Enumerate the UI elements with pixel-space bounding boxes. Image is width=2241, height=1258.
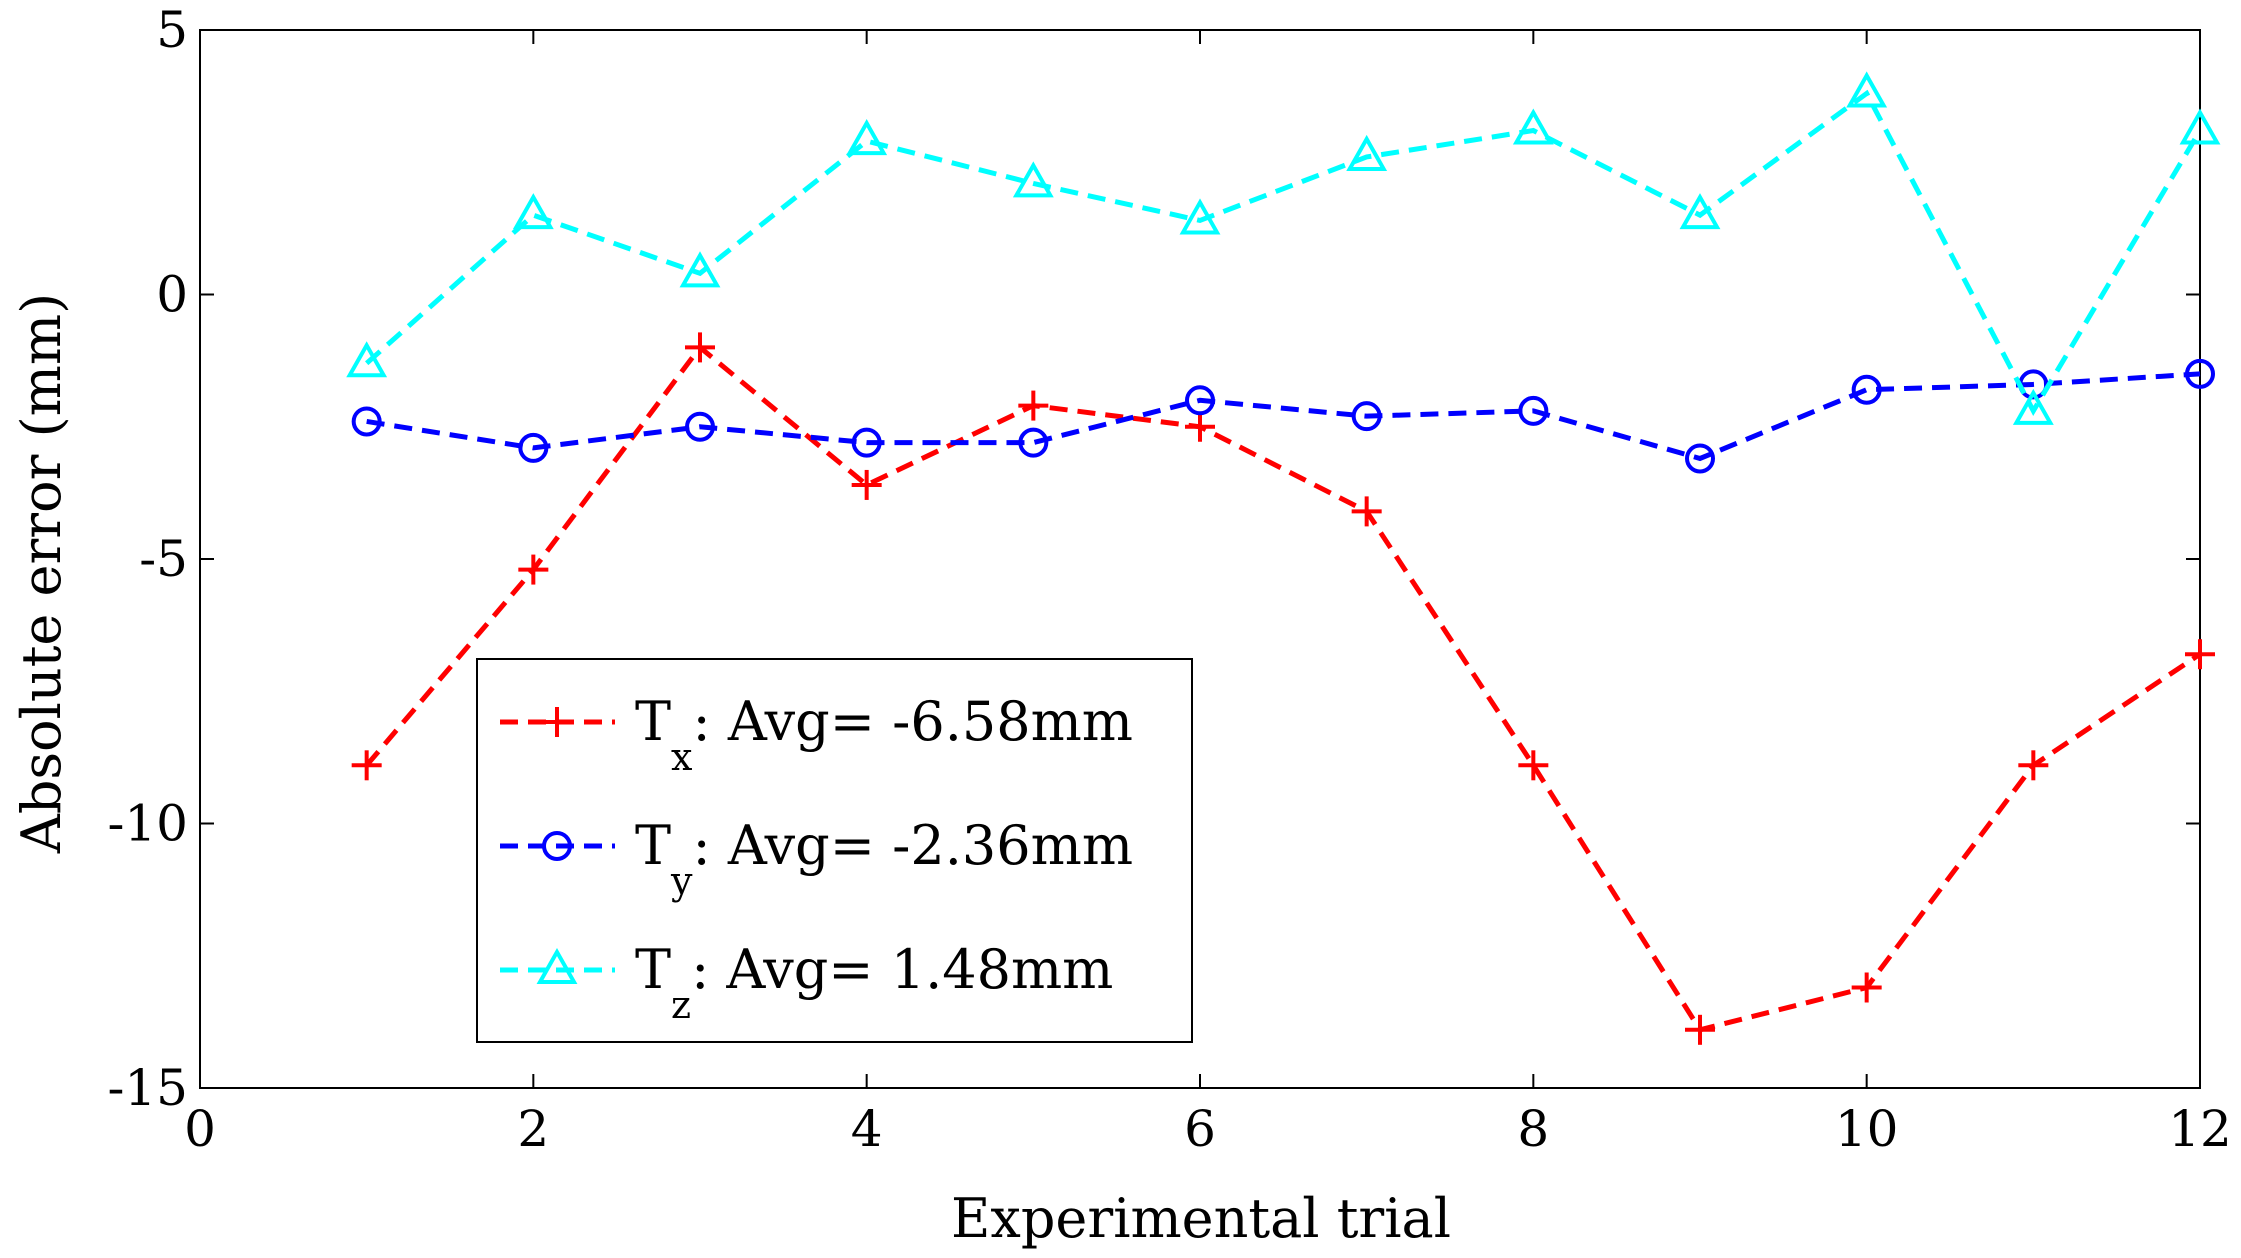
y-tick-label: -5 bbox=[139, 530, 188, 588]
data-point-z bbox=[679, 251, 721, 288]
data-point-y bbox=[1685, 443, 1715, 474]
data-point-z bbox=[2012, 388, 2054, 425]
tick-labels: 0 2 4 6 8 10 12 5 0 -5 -10 -15 bbox=[107, 1, 2231, 1158]
data-point-y bbox=[2185, 358, 2215, 389]
legend-label: Tz: Avg= 1.48mm bbox=[635, 938, 1113, 1027]
data-point-x bbox=[1018, 390, 1049, 421]
legend-entry-y: Ty: Avg= -2.36mm bbox=[500, 814, 1133, 903]
data-point-z bbox=[2179, 108, 2221, 145]
data-point-z bbox=[1179, 198, 1221, 235]
data-point-x bbox=[2185, 639, 2215, 670]
legend-entry-z: Tz: Avg= 1.48mm bbox=[500, 938, 1113, 1027]
data-point-y bbox=[1185, 385, 1215, 416]
y-tick-label: 0 bbox=[156, 266, 188, 324]
legend-marker bbox=[542, 707, 572, 737]
x-tick-label: 6 bbox=[1184, 1100, 1216, 1158]
data-point-x bbox=[1351, 496, 1382, 527]
data-point-y bbox=[1851, 374, 1882, 405]
data-point-z bbox=[1012, 161, 1054, 198]
series-line-y bbox=[366, 371, 2201, 462]
x-tick-label: 2 bbox=[517, 1100, 549, 1158]
legend-label: Ty: Avg= -2.36mm bbox=[635, 814, 1133, 903]
data-point-z bbox=[1346, 134, 1388, 171]
y-tick-label: -10 bbox=[107, 795, 188, 853]
data-point-y bbox=[1518, 395, 1549, 426]
data-point-x bbox=[1185, 411, 1215, 442]
series-z bbox=[346, 71, 2221, 425]
data-point-z bbox=[512, 193, 554, 230]
data-point-z bbox=[346, 341, 388, 378]
data-point-z bbox=[1679, 193, 1721, 230]
data-point-x bbox=[851, 469, 882, 500]
x-tick-label: 10 bbox=[1835, 1100, 1899, 1158]
data-point-y bbox=[518, 432, 549, 463]
legend: Tx: Avg= -6.58mm Ty: Avg= -2.36mm Tz: Avg=… bbox=[476, 658, 1193, 1043]
legend-marker bbox=[542, 831, 572, 861]
x-axis-title: Experimental trial bbox=[951, 1187, 1451, 1250]
legend-label: Tx: Avg= -6.58mm bbox=[635, 690, 1133, 779]
series-line-z bbox=[365, 89, 2203, 416]
data-point-y bbox=[351, 406, 382, 437]
legend-marker bbox=[536, 947, 578, 984]
data-point-x bbox=[1685, 1014, 1715, 1045]
y-tick-label: 5 bbox=[156, 1, 188, 59]
data-point-z bbox=[1846, 71, 1888, 108]
data-point-z bbox=[846, 119, 888, 156]
data-point-y bbox=[1018, 427, 1049, 458]
y-tick-label: -15 bbox=[107, 1059, 188, 1117]
data-point-y bbox=[851, 427, 882, 458]
x-tick-label: 4 bbox=[851, 1100, 883, 1158]
x-tick-label: 12 bbox=[2168, 1100, 2232, 1158]
x-tick-label: 0 bbox=[184, 1100, 216, 1158]
data-point-y bbox=[1351, 401, 1382, 432]
series-line-x bbox=[364, 343, 2202, 1033]
data-point-x bbox=[518, 554, 549, 585]
x-tick-label: 8 bbox=[1517, 1100, 1549, 1158]
data-point-x bbox=[1518, 750, 1549, 781]
data-point-z bbox=[1512, 108, 1554, 145]
legend-entry-x: Tx: Avg= -6.58mm bbox=[500, 690, 1133, 779]
data-point-y bbox=[685, 411, 715, 442]
data-point-x bbox=[1851, 972, 1882, 1003]
data-point-x bbox=[2018, 750, 2049, 781]
data-point-x bbox=[351, 750, 382, 781]
series-x bbox=[351, 332, 2215, 1045]
y-axis-title: Absolute error (mm) bbox=[10, 293, 73, 854]
axis-ticks bbox=[199, 29, 2201, 1089]
series-layer bbox=[346, 71, 2221, 1045]
data-point-x bbox=[685, 332, 715, 363]
series-y bbox=[351, 358, 2215, 474]
